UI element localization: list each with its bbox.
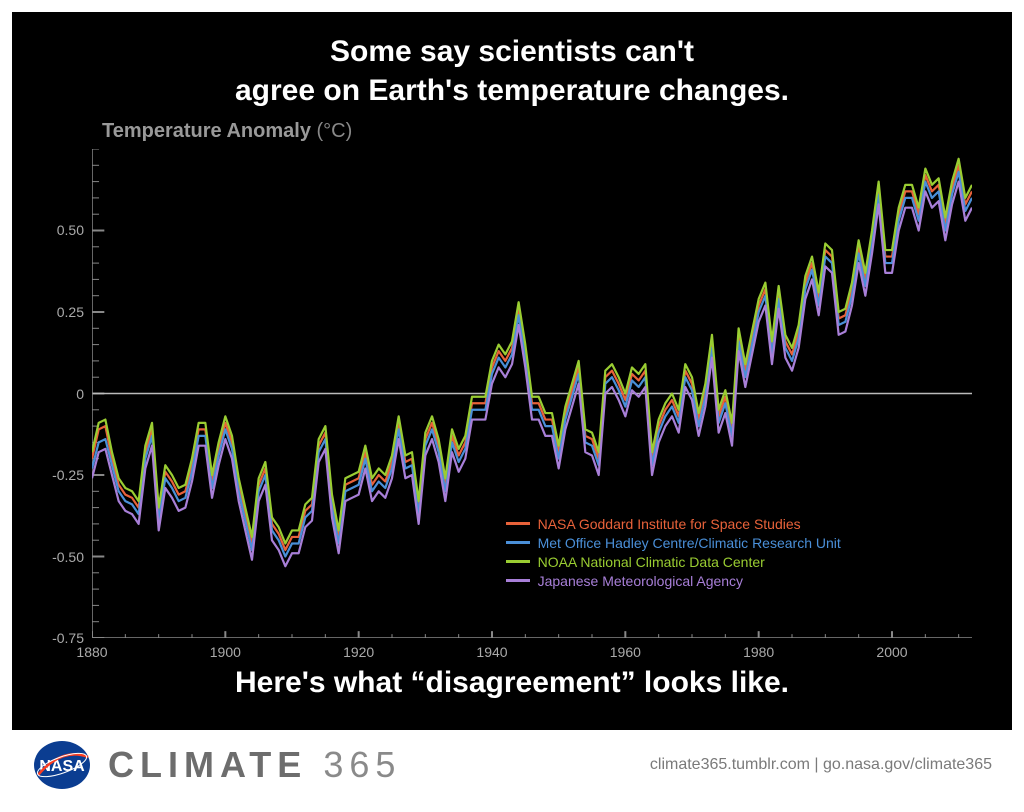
legend-swatch [506,560,530,563]
legend-item: Japanese Meteorological Agency [506,573,841,589]
legend-swatch [506,541,530,544]
legend-swatch [506,522,530,525]
y-tick-label: 0 [76,386,84,402]
headline-line2: agree on Earth's temperature changes. [235,74,789,107]
footer-link-2[interactable]: go.nasa.gov/climate365 [823,756,992,773]
chart-area: NASA Goddard Institute for Space Studies… [92,149,972,638]
legend-swatch [506,579,530,582]
y-axis-title-unit: (°C) [317,120,353,142]
legend-label: Met Office Hadley Centre/Climatic Resear… [538,535,841,551]
y-tick-label: 0.25 [57,304,84,320]
headline-line1: Some say scientists can't [330,35,694,68]
legend-item: NOAA National Climatic Data Center [506,554,841,570]
x-tick-label: 1980 [743,644,774,660]
y-tick-label: -0.25 [52,467,84,483]
brand-bold: CLIMATE [108,744,307,785]
chart-panel: Some say scientists can't agree on Earth… [12,12,1012,730]
bottom-caption: Here's what “disagreement” looks like. [42,666,982,700]
legend-item: Met Office Hadley Centre/Climatic Resear… [506,535,841,551]
y-tick-label: 0.50 [57,222,84,238]
legend-label: NOAA National Climatic Data Center [538,554,765,570]
brand: CLIMATE 365 [108,744,401,786]
x-tick-label: 1880 [76,644,107,660]
legend-label: Japanese Meteorological Agency [538,573,743,589]
legend-label: NASA Goddard Institute for Space Studies [538,516,801,532]
x-tick-label: 2000 [876,644,907,660]
y-axis-title: Temperature Anomaly (°C) [102,120,982,143]
footer-links: climate365.tumblr.com | go.nasa.gov/clim… [650,756,992,774]
x-tick-label: 1900 [210,644,241,660]
series-nasa [92,165,972,550]
brand-light: 365 [307,744,401,785]
x-tick-label: 1920 [343,644,374,660]
y-tick-label: -0.50 [52,549,84,565]
x-tick-label: 1940 [476,644,507,660]
legend: NASA Goddard Institute for Space Studies… [506,516,841,589]
footer: NASA CLIMATE 365 climate365.tumblr.com |… [12,730,1012,800]
legend-item: NASA Goddard Institute for Space Studies [506,516,841,532]
nasa-logo-icon: NASA [32,739,92,791]
footer-link-1[interactable]: climate365.tumblr.com [650,756,810,773]
series-jma [92,182,972,567]
y-axis-title-bold: Temperature Anomaly [102,120,311,142]
x-tick-label: 1960 [610,644,641,660]
series-hadley [92,172,972,557]
headline: Some say scientists can't agree on Earth… [42,32,982,110]
series-noaa [92,159,972,544]
footer-sep: | [810,756,823,773]
